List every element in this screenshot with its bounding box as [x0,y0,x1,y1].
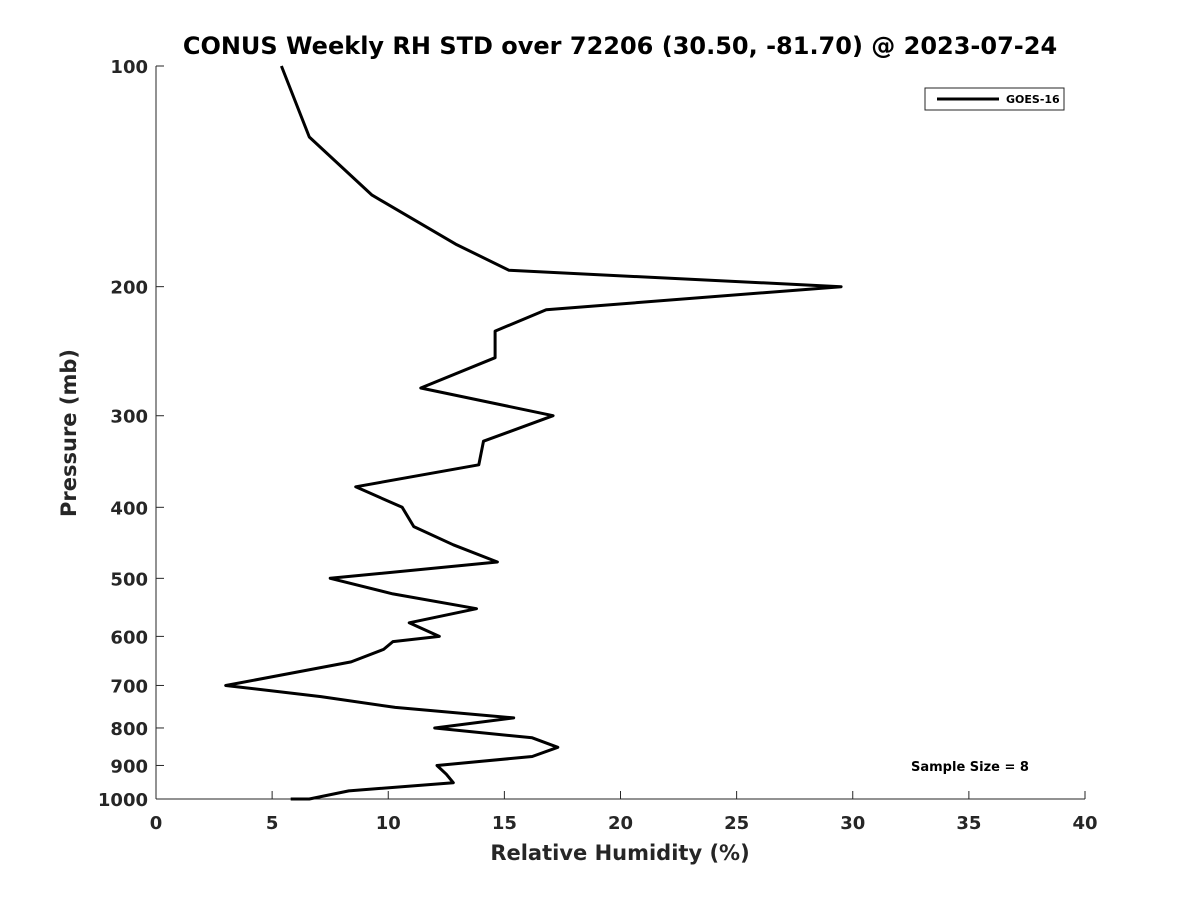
x-axis-label: Relative Humidity (%) [490,841,749,865]
legend: GOES-16 [924,87,1065,111]
x-tick-label: 0 [150,813,163,834]
y-tick-label: 800 [110,719,148,740]
y-axis-label: Pressure (mb) [57,349,81,517]
y-tick-label: 400 [110,498,148,519]
x-tick-label: 35 [956,813,981,834]
legend-label: GOES-16 [1006,93,1060,106]
y-tick-label: 900 [110,756,148,777]
sample-size-annotation: Sample Size = 8 [911,760,1029,775]
x-tick-label: 20 [608,813,633,834]
x-ticks: 0 5 10 15 20 25 30 35 40 [150,791,1098,834]
y-tick-label: 1000 [98,790,148,811]
x-tick-label: 40 [1072,813,1097,834]
x-tick-label: 25 [724,813,749,834]
chart-title: CONUS Weekly RH STD over 72206 (30.50, -… [183,32,1057,60]
y-tick-label: 500 [110,569,148,590]
x-tick-label: 10 [376,813,401,834]
y-tick-label: 200 [110,278,148,299]
series-group [224,65,843,801]
x-tick-label: 30 [840,813,865,834]
x-tick-label: 5 [266,813,279,834]
y-tick-label: 600 [110,627,148,648]
y-tick-label: 700 [110,676,148,697]
y-ticks: 100 200 300 400 500 600 700 800 900 1000 [98,57,164,811]
series-line-0 [224,65,843,801]
x-tick-label: 15 [492,813,517,834]
axes [155,66,1085,800]
y-tick-label: 100 [110,57,148,78]
y-tick-label: 300 [110,407,148,428]
